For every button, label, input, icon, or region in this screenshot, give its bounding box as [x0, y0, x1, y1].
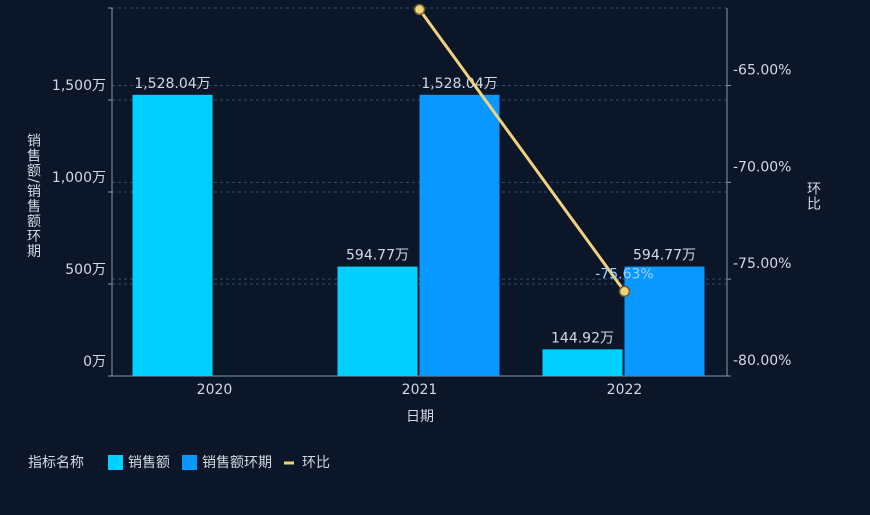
x-tick-label: 2020: [197, 382, 233, 398]
x-tick-label: 2022: [607, 382, 643, 398]
y2-tick-label: -65.00%: [733, 62, 791, 78]
legend-label: 销售额: [128, 455, 170, 471]
legend-title: 指标名称: [28, 455, 84, 471]
x-tick-label: 2021: [402, 382, 438, 398]
x-axis-title: 日期: [406, 409, 434, 425]
bar: [624, 266, 705, 376]
line-point: [618, 285, 631, 298]
data-label: 594.77万: [633, 248, 696, 264]
y-tick-label: 2,000万: [52, 0, 106, 2]
legend-label: 环比: [302, 455, 330, 471]
y2-tick-label: -70.00%: [733, 159, 791, 175]
y-tick-label: 1,500万: [52, 78, 106, 94]
line: [418, 8, 626, 293]
legend-swatch: [182, 455, 197, 470]
data-label: 144.92万: [551, 330, 614, 346]
data-label: -75.63%: [595, 266, 653, 282]
y2-axis-title: 环比: [805, 181, 821, 211]
y2-tick-label: -80.00%: [733, 353, 791, 369]
data-label: 1,528.04万: [134, 76, 210, 92]
bar: [337, 266, 418, 376]
legend-label: 销售额环期: [202, 455, 272, 471]
data-label: 1,528.04万: [421, 76, 497, 92]
bar: [542, 349, 623, 376]
y-tick-label: 1,000万: [52, 170, 106, 186]
bar: [132, 94, 213, 376]
y-axis-title: 销售额/销售额环期: [25, 133, 41, 259]
y-tick-label: 0万: [83, 354, 106, 370]
y-tick-label: 500万: [65, 262, 106, 278]
bar: [419, 94, 500, 376]
y2-tick-label: -75.00%: [733, 256, 791, 272]
line-point: [413, 3, 426, 16]
legend-swatch: [108, 455, 123, 470]
data-label: 594.77万: [346, 248, 409, 264]
